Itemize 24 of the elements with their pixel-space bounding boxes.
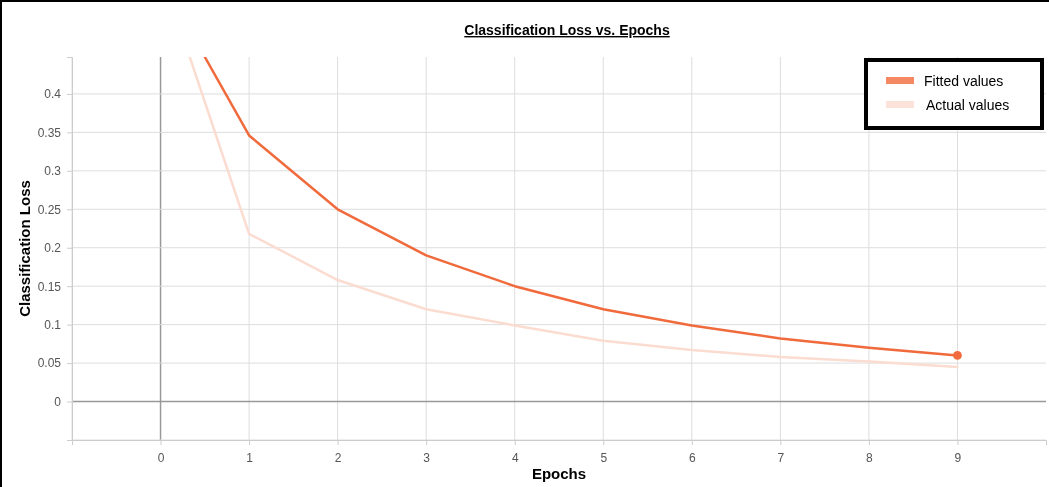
- x-tick-label: 5: [600, 450, 608, 465]
- y-tick-label: 0.35: [37, 125, 62, 140]
- chart-title: Classification Loss vs. Epochs: [464, 22, 670, 38]
- y-tick-label: 0.1: [44, 317, 62, 332]
- x-tick-label: 2: [334, 450, 342, 465]
- x-tick-label: 3: [423, 450, 431, 465]
- y-axis-title: Classification Loss: [16, 180, 33, 317]
- x-tick-label: 9: [954, 450, 962, 465]
- y-tick-label: 0.25: [37, 202, 62, 217]
- x-tick-label: 6: [688, 450, 696, 465]
- x-tick-label: 1: [246, 450, 254, 465]
- x-axis-title: Epochs: [531, 465, 587, 482]
- y-tick-label: 0.4: [44, 87, 62, 102]
- x-tick-label: 0: [157, 450, 165, 465]
- y-tick-label: 0: [54, 394, 62, 409]
- x-tick-label: 7: [777, 450, 785, 465]
- legend-label: Actual values: [926, 97, 1010, 113]
- y-tick-label: 0.3: [44, 164, 62, 179]
- legend-label: Fitted values: [924, 73, 1004, 89]
- y-tick-label: 0.2: [44, 241, 62, 256]
- x-tick-label: 8: [866, 450, 874, 465]
- x-tick-label: 4: [511, 450, 519, 465]
- y-tick-label: 0.05: [37, 356, 62, 371]
- y-tick-label: 0.15: [37, 279, 62, 294]
